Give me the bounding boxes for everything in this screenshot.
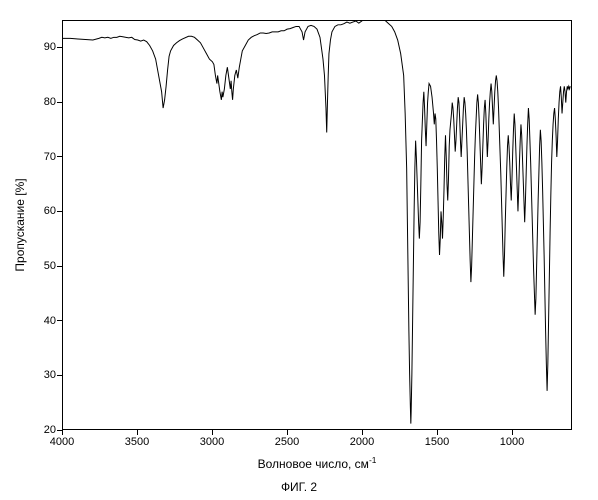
x-tick-label: 4000 (50, 436, 74, 448)
y-tick (57, 102, 62, 103)
y-tick (57, 47, 62, 48)
y-tick (57, 430, 62, 431)
x-tick (62, 430, 63, 435)
x-tick (137, 430, 138, 435)
x-tick (437, 430, 438, 435)
y-tick-label: 90 (38, 41, 56, 53)
x-tick-label: 3500 (125, 436, 149, 448)
x-tick (512, 430, 513, 435)
y-tick-label: 70 (38, 151, 56, 163)
x-tick-label: 1000 (500, 436, 524, 448)
y-tick-label: 40 (38, 315, 56, 327)
x-tick-label: 1500 (425, 436, 449, 448)
y-tick-label: 30 (38, 369, 56, 381)
y-tick (57, 375, 62, 376)
y-tick (57, 211, 62, 212)
x-tick (287, 430, 288, 435)
y-tick (57, 320, 62, 321)
x-tick (212, 430, 213, 435)
x-tick-label: 2500 (275, 436, 299, 448)
y-tick (57, 156, 62, 157)
x-axis-label: Волновое число, см-1 (258, 455, 377, 471)
y-tick-label: 80 (38, 96, 56, 108)
x-tick-label: 3000 (200, 436, 224, 448)
spectrum-plot-svg (63, 21, 571, 429)
y-tick-label: 50 (38, 260, 56, 272)
x-tick (362, 430, 363, 435)
x-tick-label: 2000 (350, 436, 374, 448)
y-tick-label: 20 (38, 424, 56, 436)
y-tick-label: 60 (38, 205, 56, 217)
y-axis-label: Пропускание [%] (13, 178, 27, 271)
y-tick (57, 266, 62, 267)
figure-caption: ФИГ. 2 (281, 480, 317, 494)
ir-spectrum-chart (62, 20, 572, 430)
